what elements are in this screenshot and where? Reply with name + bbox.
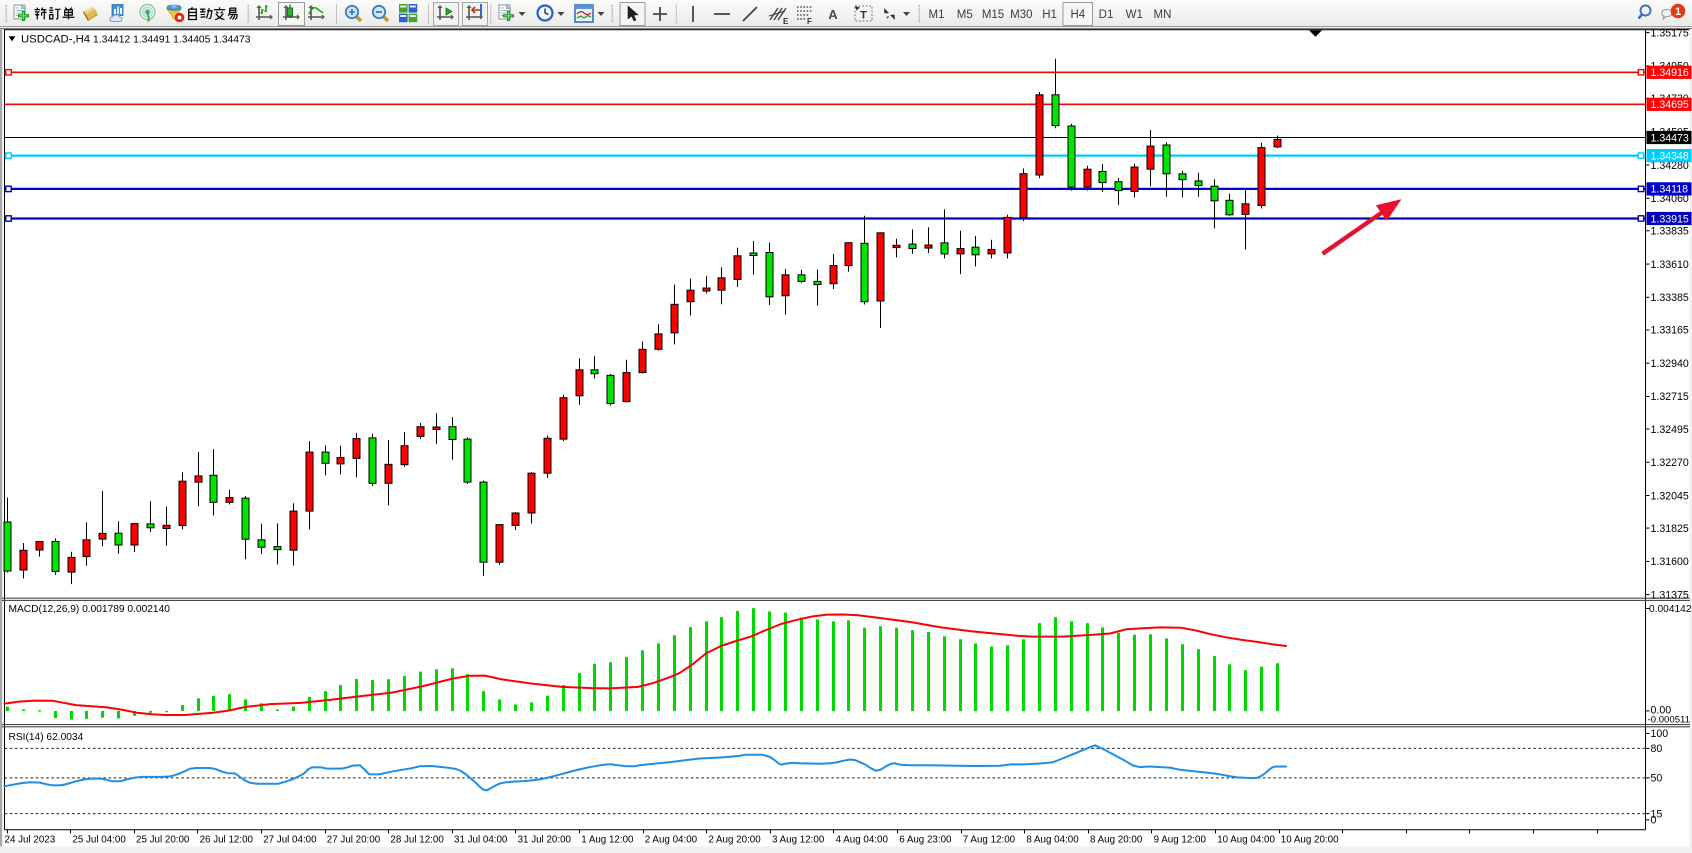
svg-text:D1: D1 xyxy=(1099,9,1114,21)
svg-text:27 Jul 04:00: 27 Jul 04:00 xyxy=(263,835,317,846)
svg-text:1.34412 1.34491 1.34405 1.3447: 1.34412 1.34491 1.34405 1.34473 xyxy=(93,34,251,45)
svg-text:M5: M5 xyxy=(957,9,973,21)
svg-text:1.34118: 1.34118 xyxy=(1651,184,1689,196)
svg-text:2 Aug 20:00: 2 Aug 20:00 xyxy=(708,835,761,846)
svg-text:1.33385: 1.33385 xyxy=(1651,292,1689,304)
svg-text:0.00: 0.00 xyxy=(1651,705,1672,717)
svg-text:10 Aug 04:00: 10 Aug 04:00 xyxy=(1217,835,1275,846)
svg-text:MN: MN xyxy=(1154,9,1172,21)
svg-text:RSI(14) 62.0034: RSI(14) 62.0034 xyxy=(9,732,84,743)
svg-text:1 Aug 12:00: 1 Aug 12:00 xyxy=(581,835,634,846)
svg-text:27 Jul 20:00: 27 Jul 20:00 xyxy=(327,835,381,846)
svg-text:1.31825: 1.31825 xyxy=(1651,523,1689,535)
svg-text:31 Jul 20:00: 31 Jul 20:00 xyxy=(518,835,572,846)
svg-text:0: 0 xyxy=(1651,815,1657,827)
svg-text:USDCAD-,H4: USDCAD-,H4 xyxy=(21,33,90,45)
svg-text:1.33835: 1.33835 xyxy=(1651,226,1689,238)
svg-text:1: 1 xyxy=(1675,6,1681,18)
svg-text:1.34473: 1.34473 xyxy=(1651,132,1689,144)
svg-text:80: 80 xyxy=(1651,743,1663,755)
svg-text:26 Jul 12:00: 26 Jul 12:00 xyxy=(200,835,254,846)
svg-text:8 Aug 20:00: 8 Aug 20:00 xyxy=(1090,835,1143,846)
svg-text:25 Jul 04:00: 25 Jul 04:00 xyxy=(72,835,126,846)
svg-text:M1: M1 xyxy=(929,9,945,21)
svg-text:1.31375: 1.31375 xyxy=(1651,589,1689,601)
svg-text:H1: H1 xyxy=(1042,9,1057,21)
svg-text:1.35175: 1.35175 xyxy=(1651,27,1689,39)
svg-text:24 Jul 2023: 24 Jul 2023 xyxy=(5,835,56,846)
svg-text:0.004142: 0.004142 xyxy=(1649,604,1692,615)
svg-text:50: 50 xyxy=(1651,773,1663,785)
svg-text:1.34916: 1.34916 xyxy=(1651,67,1689,79)
svg-text:A: A xyxy=(828,7,838,22)
svg-text:W1: W1 xyxy=(1126,9,1143,21)
svg-text:1.34280: 1.34280 xyxy=(1651,160,1689,172)
svg-text:1.31600: 1.31600 xyxy=(1651,556,1689,568)
svg-text:-0.000511: -0.000511 xyxy=(1648,714,1691,725)
svg-text:2 Aug 04:00: 2 Aug 04:00 xyxy=(645,835,698,846)
svg-text:1.32940: 1.32940 xyxy=(1651,358,1689,370)
svg-text:1.34348: 1.34348 xyxy=(1651,150,1689,162)
svg-text:1.33915: 1.33915 xyxy=(1651,213,1689,225)
svg-text:1.32045: 1.32045 xyxy=(1651,490,1689,502)
svg-text:MACD(12,26,9) 0.001789 0.00214: MACD(12,26,9) 0.001789 0.002140 xyxy=(9,604,171,615)
svg-text:25 Jul 20:00: 25 Jul 20:00 xyxy=(136,835,190,846)
svg-text:T: T xyxy=(860,10,867,22)
svg-text:F: F xyxy=(807,17,812,26)
svg-text:M30: M30 xyxy=(1010,9,1032,21)
svg-text:M15: M15 xyxy=(982,9,1004,21)
svg-text:100: 100 xyxy=(1651,728,1669,740)
svg-text:15: 15 xyxy=(1651,808,1663,820)
svg-text:7 Aug 12:00: 7 Aug 12:00 xyxy=(963,835,1016,846)
svg-text:3 Aug 12:00: 3 Aug 12:00 xyxy=(772,835,825,846)
svg-text:28 Jul 12:00: 28 Jul 12:00 xyxy=(390,835,444,846)
svg-text:1.32270: 1.32270 xyxy=(1651,457,1689,469)
svg-text:6 Aug 23:00: 6 Aug 23:00 xyxy=(899,835,952,846)
svg-text:4 Aug 04:00: 4 Aug 04:00 xyxy=(836,835,889,846)
svg-text:10 Aug 20:00: 10 Aug 20:00 xyxy=(1281,835,1339,846)
svg-text:1.32495: 1.32495 xyxy=(1651,424,1689,436)
svg-text:1.33610: 1.33610 xyxy=(1651,259,1689,271)
svg-text:1.34060: 1.34060 xyxy=(1651,193,1689,205)
svg-text:1.32715: 1.32715 xyxy=(1651,391,1689,403)
svg-text:E: E xyxy=(783,17,789,26)
svg-text:1.34695: 1.34695 xyxy=(1651,99,1689,111)
svg-text:1.33165: 1.33165 xyxy=(1651,325,1689,337)
svg-text:31 Jul 04:00: 31 Jul 04:00 xyxy=(454,835,508,846)
svg-text:H4: H4 xyxy=(1070,9,1085,21)
svg-text:8 Aug 04:00: 8 Aug 04:00 xyxy=(1026,835,1079,846)
svg-text:9 Aug 12:00: 9 Aug 12:00 xyxy=(1154,835,1207,846)
